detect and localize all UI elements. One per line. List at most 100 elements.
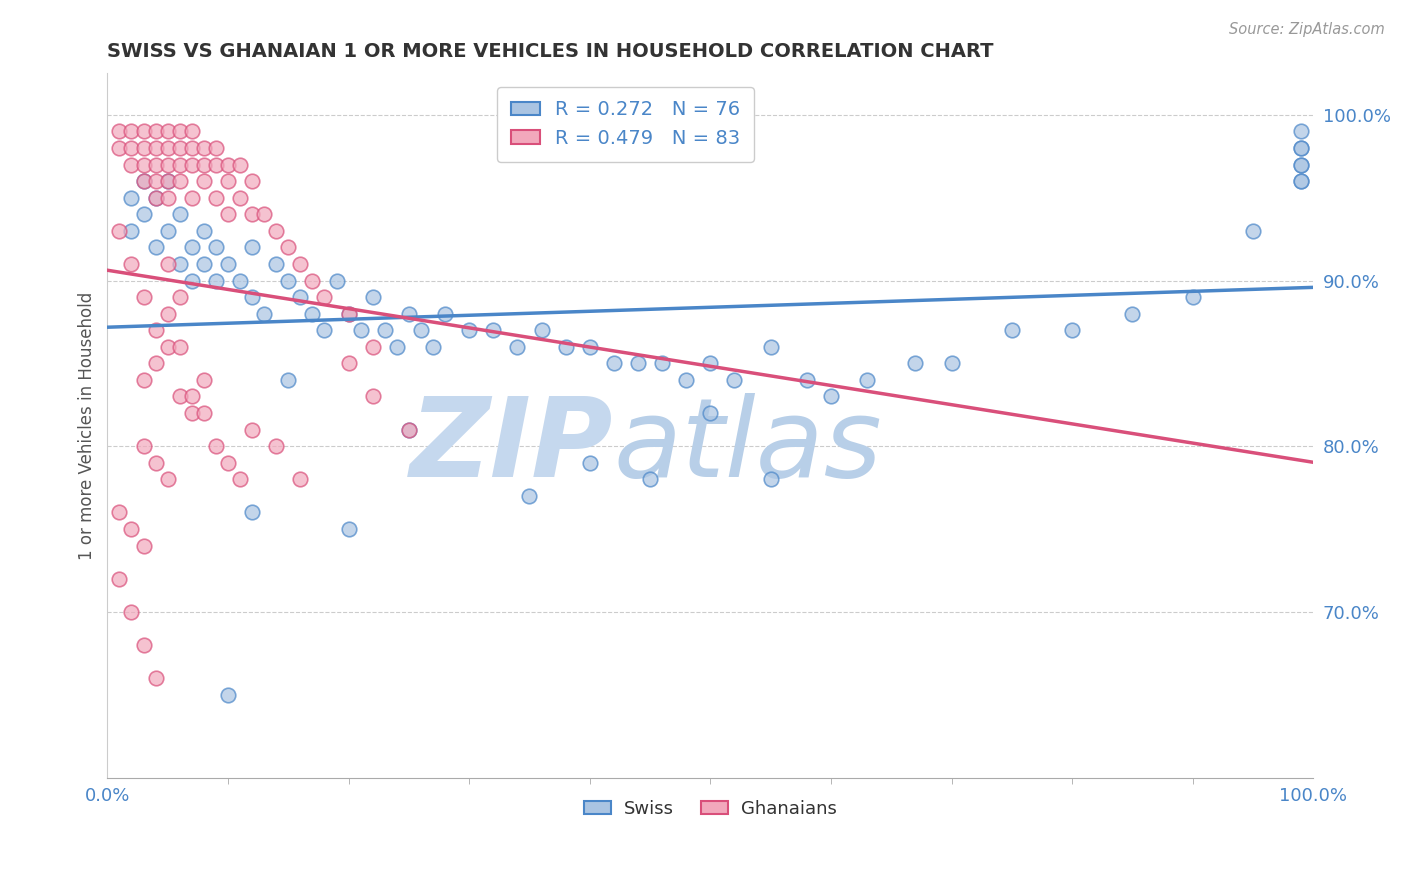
- Point: [108, 572, 131, 586]
- Point: [240, 506, 263, 520]
- Point: [422, 340, 444, 354]
- Point: [121, 141, 143, 155]
- Point: [156, 174, 179, 188]
- Point: [180, 406, 202, 420]
- Point: [145, 157, 167, 171]
- Point: [169, 390, 191, 404]
- Point: [578, 340, 600, 354]
- Point: [301, 273, 323, 287]
- Point: [759, 340, 782, 354]
- Point: [121, 157, 143, 171]
- Point: [627, 356, 650, 370]
- Point: [1289, 141, 1312, 155]
- Point: [121, 224, 143, 238]
- Point: [253, 207, 276, 221]
- Point: [156, 472, 179, 486]
- Point: [205, 240, 228, 254]
- Point: [205, 157, 228, 171]
- Point: [132, 157, 155, 171]
- Point: [290, 290, 312, 304]
- Point: [193, 141, 215, 155]
- Point: [361, 390, 384, 404]
- Point: [217, 174, 239, 188]
- Point: [1289, 174, 1312, 188]
- Point: [205, 141, 228, 155]
- Point: [1289, 157, 1312, 171]
- Point: [1121, 307, 1143, 321]
- Point: [193, 406, 215, 420]
- Point: [1289, 174, 1312, 188]
- Point: [699, 356, 721, 370]
- Point: [820, 390, 842, 404]
- Point: [264, 224, 287, 238]
- Legend: Swiss, Ghanaians: Swiss, Ghanaians: [576, 792, 844, 825]
- Point: [132, 124, 155, 138]
- Point: [337, 522, 360, 536]
- Point: [193, 373, 215, 387]
- Point: [156, 141, 179, 155]
- Point: [156, 340, 179, 354]
- Point: [156, 157, 179, 171]
- Point: [264, 257, 287, 271]
- Point: [193, 174, 215, 188]
- Text: Source: ZipAtlas.com: Source: ZipAtlas.com: [1229, 22, 1385, 37]
- Point: [217, 207, 239, 221]
- Point: [132, 174, 155, 188]
- Point: [193, 157, 215, 171]
- Point: [121, 605, 143, 619]
- Point: [277, 273, 299, 287]
- Point: [121, 191, 143, 205]
- Point: [145, 456, 167, 470]
- Point: [156, 257, 179, 271]
- Point: [1241, 224, 1264, 238]
- Point: [180, 240, 202, 254]
- Point: [229, 273, 252, 287]
- Point: [554, 340, 576, 354]
- Point: [1289, 124, 1312, 138]
- Point: [121, 257, 143, 271]
- Point: [108, 141, 131, 155]
- Point: [205, 273, 228, 287]
- Point: [314, 323, 336, 337]
- Point: [759, 472, 782, 486]
- Point: [290, 472, 312, 486]
- Point: [301, 307, 323, 321]
- Point: [180, 191, 202, 205]
- Point: [169, 157, 191, 171]
- Point: [361, 290, 384, 304]
- Point: [217, 456, 239, 470]
- Point: [240, 290, 263, 304]
- Point: [434, 307, 457, 321]
- Point: [290, 257, 312, 271]
- Point: [145, 174, 167, 188]
- Point: [361, 340, 384, 354]
- Point: [145, 671, 167, 685]
- Point: [325, 273, 347, 287]
- Point: [337, 307, 360, 321]
- Point: [132, 638, 155, 652]
- Point: [458, 323, 481, 337]
- Point: [277, 240, 299, 254]
- Point: [723, 373, 745, 387]
- Point: [145, 191, 167, 205]
- Point: [651, 356, 673, 370]
- Point: [169, 207, 191, 221]
- Point: [145, 356, 167, 370]
- Point: [603, 356, 626, 370]
- Point: [240, 207, 263, 221]
- Point: [132, 174, 155, 188]
- Point: [482, 323, 505, 337]
- Point: [1062, 323, 1084, 337]
- Point: [519, 489, 541, 503]
- Point: [156, 191, 179, 205]
- Point: [638, 472, 661, 486]
- Point: [108, 224, 131, 238]
- Point: [132, 439, 155, 453]
- Point: [506, 340, 529, 354]
- Point: [132, 373, 155, 387]
- Point: [132, 141, 155, 155]
- Point: [132, 290, 155, 304]
- Point: [409, 323, 432, 337]
- Point: [229, 157, 252, 171]
- Point: [1289, 141, 1312, 155]
